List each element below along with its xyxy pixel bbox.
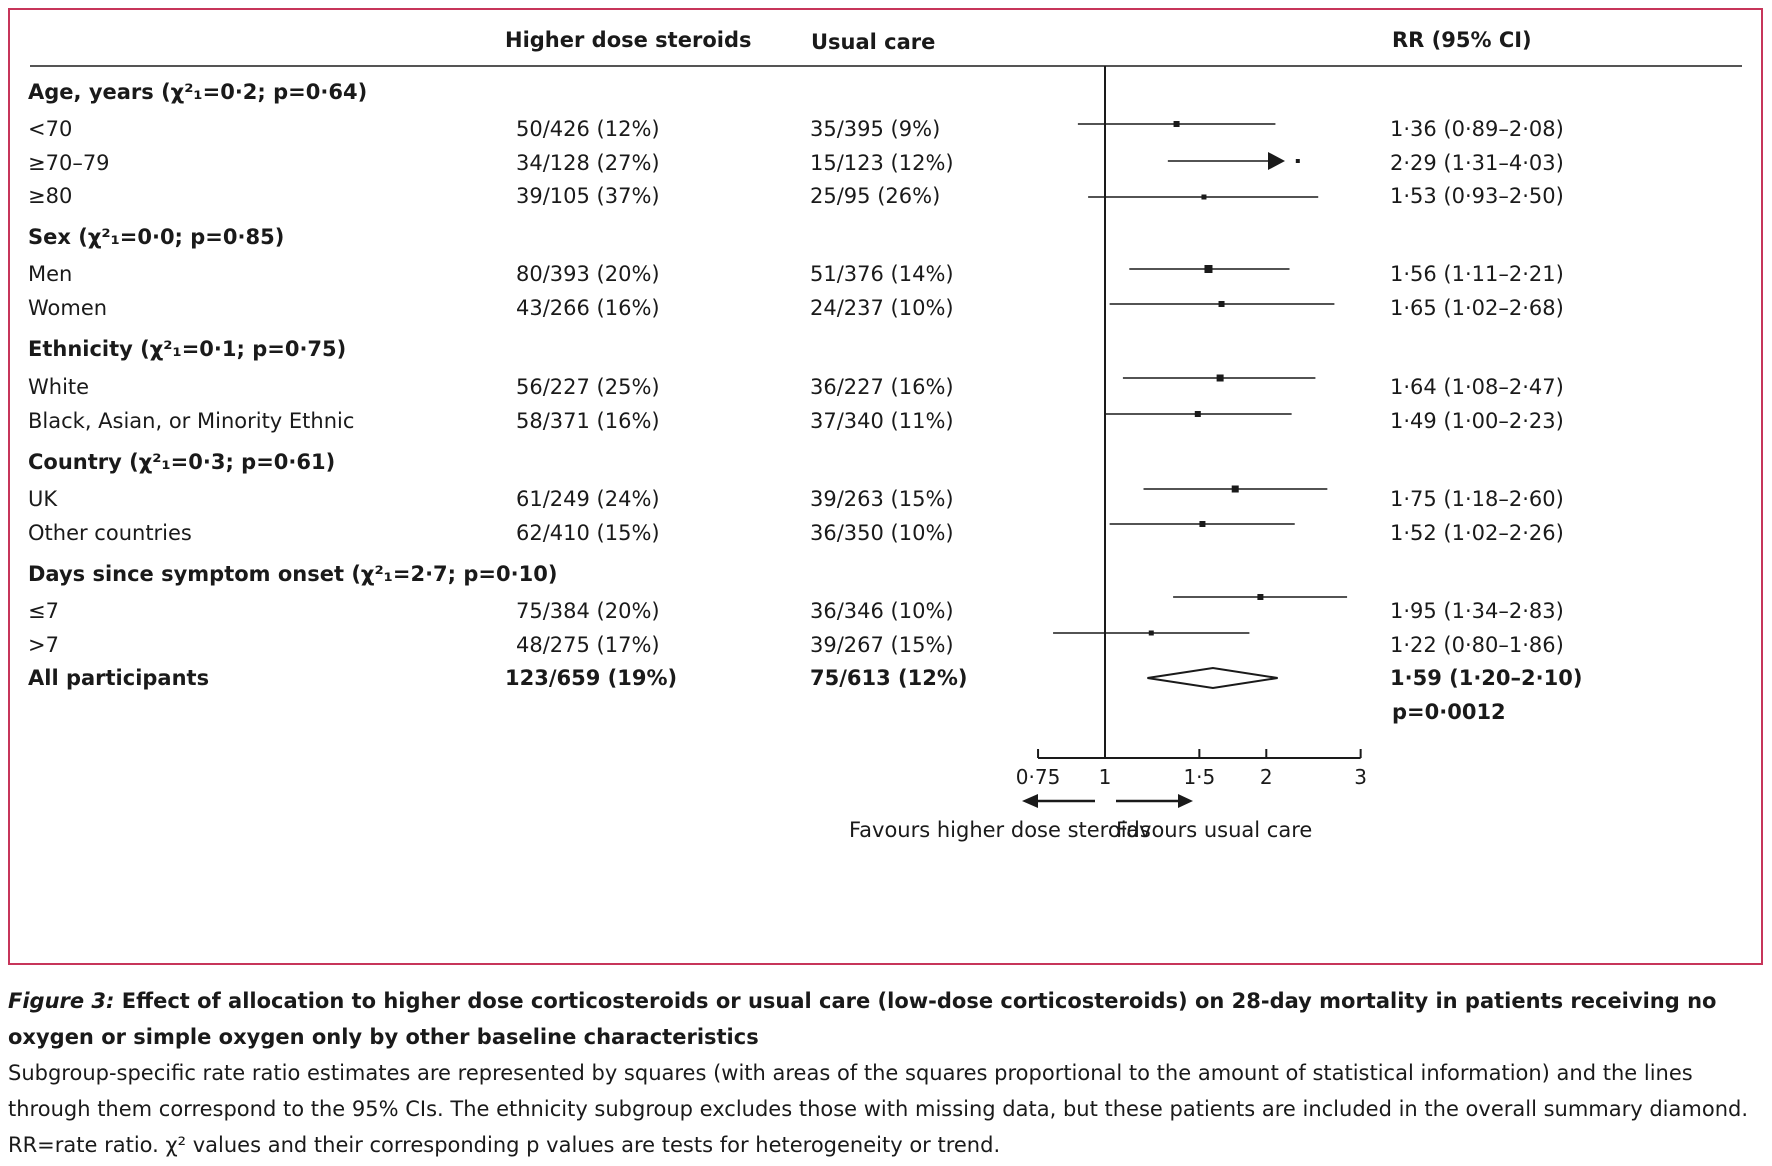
rr-ci-value: 1·52 (1·02–2·26) xyxy=(1390,521,1564,545)
rr-ci-value: 1·95 (1·34–2·83) xyxy=(1390,599,1564,623)
usual-care-value: 25/95 (26%) xyxy=(810,184,941,208)
caption-figure-number: Figure 3: xyxy=(8,989,115,1013)
favours-left-label: Favours higher dose steroids xyxy=(849,818,1151,842)
x-tick-label: 3 xyxy=(1354,765,1367,789)
caption-title-text: Effect of allocation to higher dose cort… xyxy=(8,989,1717,1049)
subgroup-heading: Days since symptom onset (χ²₁=2·7; p=0·1… xyxy=(28,562,558,586)
subgroup-heading: Country (χ²₁=0·3; p=0·61) xyxy=(28,450,336,474)
row-label: ≥70–79 xyxy=(28,151,110,175)
rr-ci-value: 2·29 (1·31–4·03) xyxy=(1390,151,1564,175)
row-label: White xyxy=(28,375,90,399)
row-label: ≤7 xyxy=(28,599,59,623)
rr-ci-value: 1·22 (0·80–1·86) xyxy=(1390,633,1564,657)
row-label: Other countries xyxy=(28,521,192,545)
estimate-square xyxy=(1201,194,1207,200)
higher-dose-value: 39/105 (37%) xyxy=(516,184,660,208)
favours-right-label: Favours usual care xyxy=(1116,818,1313,842)
higher-dose-value: 34/128 (27%) xyxy=(516,151,660,175)
favours-left-arrowhead xyxy=(1022,794,1038,808)
estimate-square xyxy=(1295,159,1300,163)
estimate-square xyxy=(1218,301,1225,307)
usual-care-value: 36/350 (10%) xyxy=(810,521,954,545)
usual-care-value: 51/376 (14%) xyxy=(810,262,954,286)
estimate-square xyxy=(1148,630,1154,636)
higher-dose-value: 75/384 (20%) xyxy=(516,599,660,623)
estimate-square xyxy=(1257,594,1264,600)
estimate-square xyxy=(1199,521,1206,527)
rr-ci-value: 1·64 (1·08–2·47) xyxy=(1390,375,1564,399)
higher-dose-value: 123/659 (19%) xyxy=(505,666,678,690)
rr-ci-value: 1·75 (1·18–2·60) xyxy=(1390,487,1564,511)
higher-dose-value: 58/371 (16%) xyxy=(516,409,660,433)
usual-care-value: 36/227 (16%) xyxy=(810,375,954,399)
row-label: All participants xyxy=(28,666,210,690)
row-label: Women xyxy=(28,296,108,320)
subgroup-heading: Sex (χ²₁=0·0; p=0·85) xyxy=(28,225,285,249)
higher-dose-value: 62/410 (15%) xyxy=(516,521,660,545)
row-label: Black, Asian, or Minority Ethnic xyxy=(28,409,355,433)
estimate-square xyxy=(1231,485,1239,493)
higher-dose-value: 56/227 (25%) xyxy=(516,375,660,399)
rr-ci-value: 1·36 (0·89–2·08) xyxy=(1390,117,1564,141)
header-higher-dose: Higher dose steroids xyxy=(505,28,752,52)
usual-care-value: 15/123 (12%) xyxy=(810,151,954,175)
header-rr: RR (95% CI) xyxy=(1392,28,1532,52)
row-label: >7 xyxy=(28,633,59,657)
caption-title: Figure 3: Effect of allocation to higher… xyxy=(8,983,1758,1055)
rr-ci-value: 1·65 (1·02–2·68) xyxy=(1390,296,1564,320)
higher-dose-value: 48/275 (17%) xyxy=(516,633,660,657)
header-usual-care: Usual care xyxy=(811,30,936,54)
subgroup-heading: Age, years (χ²₁=0·2; p=0·64) xyxy=(28,80,368,104)
rr-ci-value: 1·49 (1·00–2·23) xyxy=(1390,409,1564,433)
estimate-square xyxy=(1216,374,1224,382)
subgroup-heading: Ethnicity (χ²₁=0·1; p=0·75) xyxy=(28,337,347,361)
x-tick-label: 2 xyxy=(1260,765,1273,789)
x-tick-label: 0·75 xyxy=(1016,765,1061,789)
x-tick-label: 1 xyxy=(1099,765,1112,789)
x-tick-label: 1·5 xyxy=(1183,765,1215,789)
usual-care-value: 39/267 (15%) xyxy=(810,633,954,657)
higher-dose-value: 43/266 (16%) xyxy=(516,296,660,320)
figure-caption: Figure 3: Effect of allocation to higher… xyxy=(8,983,1758,1163)
usual-care-value: 24/237 (10%) xyxy=(810,296,954,320)
overall-diamond xyxy=(1147,666,1278,690)
row-label: Men xyxy=(28,262,73,286)
usual-care-value: 37/340 (11%) xyxy=(810,409,954,433)
higher-dose-value: 80/393 (20%) xyxy=(516,262,660,286)
row-label: UK xyxy=(28,487,58,511)
estimate-square xyxy=(1204,265,1213,273)
usual-care-value: 36/346 (10%) xyxy=(810,599,954,623)
header-rule xyxy=(30,65,1742,67)
figure-frame xyxy=(8,8,1763,965)
estimate-square xyxy=(1173,121,1180,127)
usual-care-value: 75/613 (12%) xyxy=(810,666,968,690)
rr-ci-value: 1·56 (1·11–2·21) xyxy=(1390,262,1564,286)
caption-body: Subgroup-specific rate ratio estimates a… xyxy=(8,1061,1749,1157)
usual-care-value: 35/395 (9%) xyxy=(810,117,941,141)
usual-care-value: 39/263 (15%) xyxy=(810,487,954,511)
estimate-square xyxy=(1194,411,1201,417)
favours-right-arrowhead xyxy=(1178,794,1193,808)
rr-ci-value: 1·59 (1·20–2·10) xyxy=(1390,666,1583,690)
ci-arrowhead xyxy=(1268,152,1285,170)
row-label: <70 xyxy=(28,117,73,141)
overall-p-value: p=0·0012 xyxy=(1392,700,1506,724)
row-label: ≥80 xyxy=(28,184,73,208)
higher-dose-value: 50/426 (12%) xyxy=(516,117,660,141)
higher-dose-value: 61/249 (24%) xyxy=(516,487,660,511)
rr-ci-value: 1·53 (0·93–2·50) xyxy=(1390,184,1564,208)
